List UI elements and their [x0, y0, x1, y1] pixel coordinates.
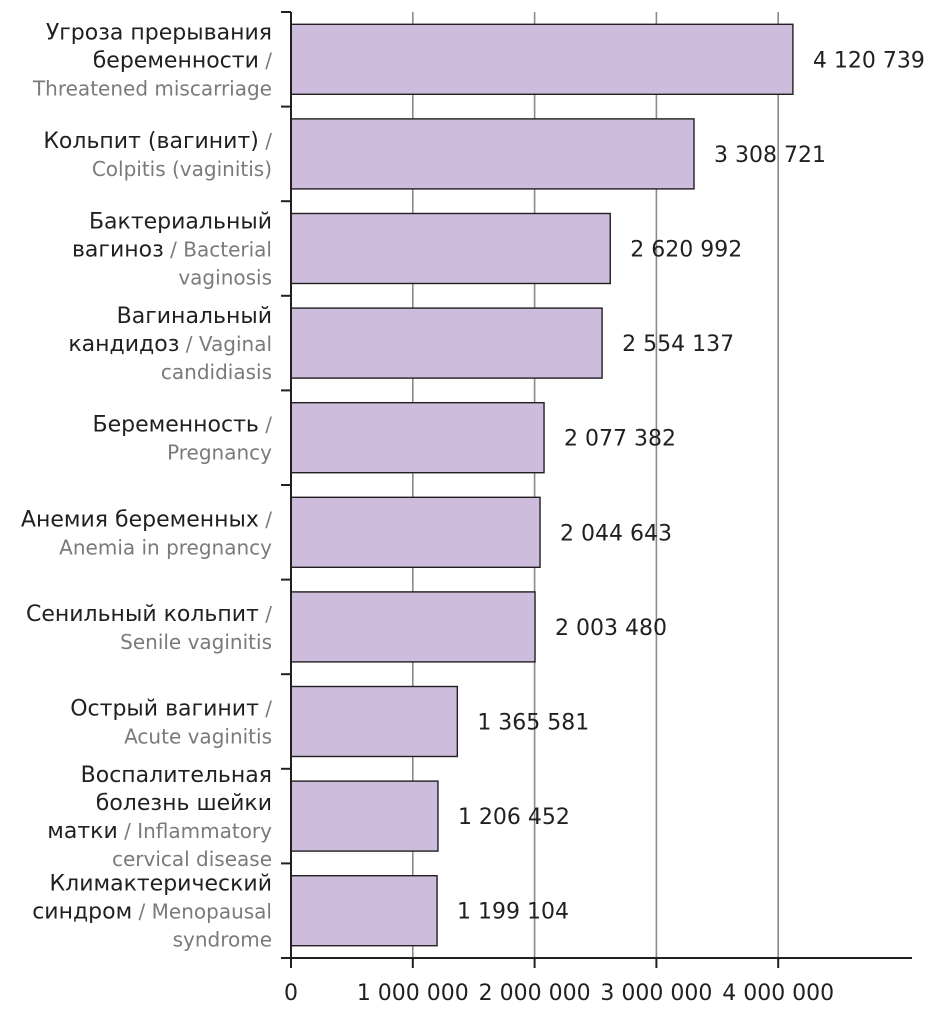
category-label-ru: Сенильный кольпит — [26, 602, 259, 627]
category-label-5-line-0: Анемия беременных / — [21, 507, 272, 532]
category-label-8-line-1: болезнь шейки — [96, 791, 272, 816]
value-label-7: 1 365 581 — [477, 711, 589, 736]
category-label-3-line-2: candidiasis — [161, 360, 272, 384]
category-label-en: / Bacterial — [164, 238, 272, 262]
category-label-en: / Vaginal — [179, 332, 272, 356]
category-label-en: vaginosis — [178, 266, 272, 290]
category-label-ru: синдром — [32, 900, 132, 925]
category-label-7-line-1: Acute vaginitis — [124, 725, 272, 749]
category-label-ru: Климактерический — [50, 872, 272, 897]
category-label-ru: Воспалительная — [81, 763, 272, 788]
bar-9 — [290, 874, 438, 947]
category-label-2-line-0: Бактериальный — [89, 210, 272, 235]
category-label-ru: вагиноз — [72, 238, 164, 263]
category-label-ru: Вагинальный — [117, 304, 272, 329]
x-tick-label-2: 2 000 000 — [479, 981, 591, 1006]
x-tick-labels: 0 1 000 000 2 000 000 3 000 000 4 000 000 — [284, 981, 834, 1006]
category-label-ru: Бактериальный — [89, 210, 272, 235]
x-tick-label-4: 4 000 000 — [722, 981, 834, 1006]
category-labels: Угроза прерывания беременности / Threatene… — [21, 20, 272, 951]
category-label-en: / — [259, 602, 272, 626]
value-label-6: 2 003 480 — [555, 616, 667, 641]
bar-6 — [290, 591, 536, 663]
category-label-ru: кандидоз — [68, 332, 179, 357]
value-label-5: 2 044 643 — [560, 521, 672, 546]
category-label-en: candidiasis — [161, 360, 272, 384]
category-label-8-line-2: матки / Inflammatory — [47, 819, 272, 844]
category-label-ru: Беременность — [93, 413, 259, 438]
bar-2 — [290, 212, 611, 285]
category-label-8-line-3: cervical disease — [112, 847, 272, 871]
category-label-0-line-2: Threatened miscarriage — [32, 76, 272, 100]
category-label-9-line-1: синдром / Menopausal — [32, 900, 272, 925]
category-label-ru: Кольпит (вагинит) — [43, 129, 259, 154]
category-label-9-line-2: syndrome — [173, 928, 272, 952]
value-labels: 4 120 739 3 308 721 2 620 992 2 554 137 2 07… — [457, 48, 925, 924]
category-label-en: cervical disease — [112, 847, 272, 871]
category-label-6-line-1: Senile vaginitis — [120, 630, 272, 654]
category-label-en: Threatened miscarriage — [32, 76, 272, 100]
category-label-4-line-0: Беременность / — [93, 413, 273, 438]
category-label-3-line-0: Вагинальный — [117, 304, 272, 329]
category-label-4-line-1: Pregnancy — [167, 441, 272, 465]
category-label-ru: Угроза прерывания — [46, 20, 272, 45]
category-label-en: Senile vaginitis — [120, 630, 272, 654]
category-label-ru: беременности — [93, 48, 259, 73]
category-label-en: / — [259, 507, 272, 531]
category-label-1-line-1: Colpitis (vaginitis) — [92, 157, 272, 181]
category-label-0-line-1: беременности / — [93, 48, 273, 73]
bar-3 — [290, 307, 603, 379]
category-label-en: Acute vaginitis — [124, 725, 272, 749]
bar-5 — [290, 496, 541, 569]
category-label-en: / Menopausal — [132, 900, 272, 924]
value-label-1: 3 308 721 — [714, 143, 826, 168]
category-label-en: syndrome — [173, 928, 272, 952]
value-label-8: 1 206 452 — [458, 805, 570, 830]
value-label-9: 1 199 104 — [457, 900, 569, 925]
category-label-7-line-0: Острый вагинит / — [70, 697, 272, 722]
category-label-en: Pregnancy — [167, 441, 272, 465]
value-label-3: 2 554 137 — [622, 332, 734, 357]
category-label-ru: Острый вагинит — [70, 697, 259, 722]
category-label-ru: матки — [47, 819, 117, 844]
category-label-en: / — [259, 413, 272, 437]
category-label-2-line-1: вагиноз / Bacterial — [72, 238, 272, 263]
bars — [290, 23, 794, 947]
bar-4 — [290, 401, 545, 474]
category-label-en: / — [259, 697, 272, 721]
category-label-en: Anemia in pregnancy — [59, 535, 272, 559]
category-label-0-line-0: Угроза прерывания — [46, 20, 272, 45]
value-label-0: 4 120 739 — [813, 48, 925, 73]
category-label-ru: болезнь шейки — [96, 791, 272, 816]
category-label-2-line-2: vaginosis — [178, 266, 272, 290]
x-tick-label-3: 3 000 000 — [600, 981, 712, 1006]
category-label-en: Colpitis (vaginitis) — [92, 157, 272, 181]
x-tick-label-1: 1 000 000 — [357, 981, 469, 1006]
category-label-ru: Анемия беременных — [21, 507, 259, 532]
x-tick-label-0: 0 — [284, 981, 298, 1006]
category-label-9-line-0: Климактерический — [50, 872, 272, 897]
value-label-2: 2 620 992 — [630, 238, 742, 263]
category-label-6-line-0: Сенильный кольпит / — [26, 602, 272, 627]
category-label-en: / — [259, 48, 272, 72]
category-label-8-line-0: Воспалительная — [81, 763, 272, 788]
value-label-4: 2 077 382 — [564, 427, 676, 452]
category-label-1-line-0: Кольпит (вагинит) / — [43, 129, 272, 154]
bar-1 — [290, 118, 695, 190]
category-label-3-line-1: кандидоз / Vaginal — [68, 332, 272, 357]
bar-7 — [290, 685, 459, 758]
axes — [281, 11, 912, 968]
category-label-en: / Inflammatory — [118, 819, 272, 843]
bar-0 — [290, 23, 794, 96]
category-label-en: / — [259, 129, 272, 153]
category-label-5-line-1: Anemia in pregnancy — [59, 535, 272, 559]
bar-8 — [290, 780, 439, 852]
